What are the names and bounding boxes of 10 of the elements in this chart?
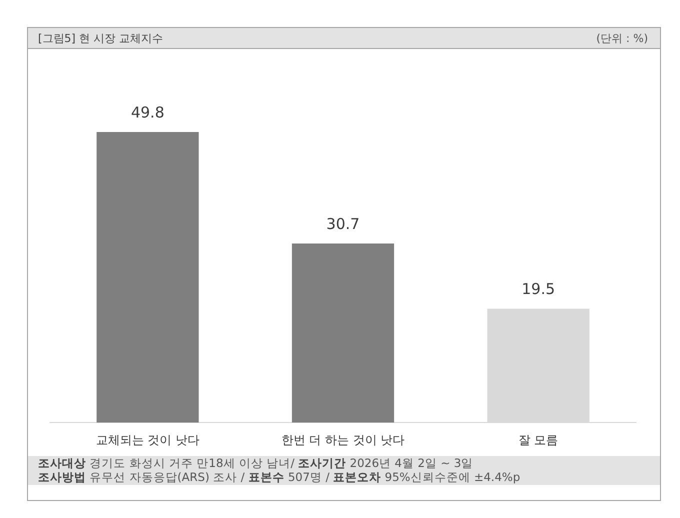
- data-label: 30.7: [326, 214, 360, 233]
- text: (단위 : %): [596, 31, 648, 46]
- data-label: 19.5: [522, 280, 556, 298]
- x-tick-label: 교체되는 것이 낫다: [96, 432, 200, 447]
- x-tick-label: 한번 더 하는 것이 낫다: [281, 432, 405, 447]
- data-label: 49.8: [130, 103, 164, 122]
- text: 조사대상 경기도 화성시 거주 만18세 이상 남녀/ 조사기간 2026년 4월 2일 ~ 3일: [37, 456, 474, 470]
- x-tick-label: 잘 모름: [518, 432, 558, 447]
- chart-title: [그림5] 현 시장 교체지수: [38, 31, 164, 46]
- text: 조사방법 유무선 자동응답(ARS) 조사 / 표본수 507명 / 표본오차 95%신뢰수준에 ±4.4%p: [37, 470, 522, 484]
